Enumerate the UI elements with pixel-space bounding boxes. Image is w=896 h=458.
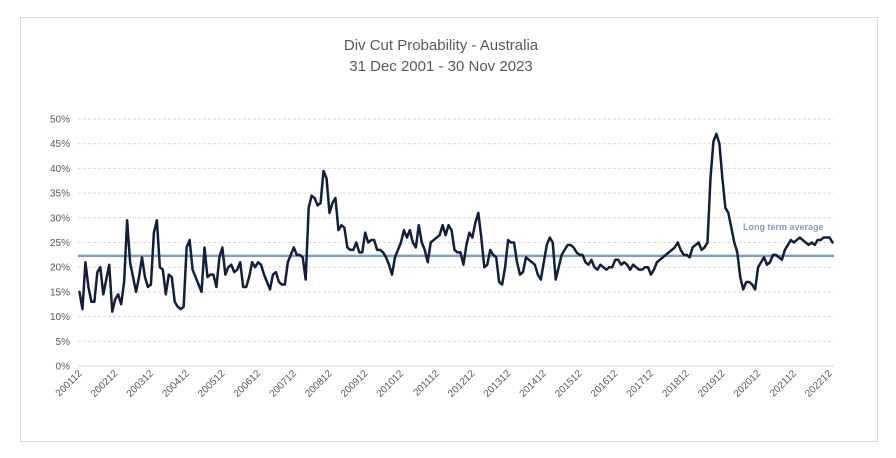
y-tick-label: 35% xyxy=(50,189,70,200)
chart-title: Div Cut Probability - Australia xyxy=(344,37,539,54)
x-tick-label: 201212 xyxy=(446,368,478,400)
x-axis-ticks: 200112 200212 200312 200412 200512 200612 2007… xyxy=(54,368,835,400)
y-tick-label: 30% xyxy=(50,213,70,224)
chart-frame: Div Cut Probability - Australia 31 Dec 2… xyxy=(20,17,878,442)
chart-subtitle: 31 Dec 2001 - 30 Nov 2023 xyxy=(349,58,532,75)
y-tick-label: 15% xyxy=(50,287,70,298)
line-chart: Div Cut Probability - Australia 31 Dec 2… xyxy=(50,37,835,400)
y-tick-label: 5% xyxy=(56,337,71,348)
x-tick-label: 200512 xyxy=(196,368,228,400)
x-tick-label: 200412 xyxy=(160,368,192,400)
x-tick-label: 202212 xyxy=(803,368,835,400)
y-tick-label: 10% xyxy=(50,312,70,323)
x-tick-label: 200212 xyxy=(89,368,121,400)
y-tick-label: 25% xyxy=(50,238,70,249)
y-tick-label: 45% xyxy=(50,139,70,150)
series-line-div-cut-probability xyxy=(78,132,834,313)
y-tick-label: 20% xyxy=(50,263,70,274)
y-tick-label: 40% xyxy=(50,164,70,175)
x-tick-label: 200612 xyxy=(232,368,264,400)
x-tick-label: 201312 xyxy=(482,368,514,400)
x-tick-label: 201612 xyxy=(589,368,621,400)
x-tick-label: 200312 xyxy=(125,368,157,400)
x-tick-label: 201012 xyxy=(375,368,407,400)
x-tick-label: 202112 xyxy=(768,368,799,399)
x-tick-label: 201512 xyxy=(553,368,585,400)
x-tick-label: 201812 xyxy=(660,368,692,400)
x-tick-label: 200812 xyxy=(303,368,335,400)
long-term-average-label: Long term average xyxy=(743,222,824,232)
x-tick-label: 200712 xyxy=(268,368,300,400)
x-tick-label: 200912 xyxy=(339,368,371,400)
x-tick-label: 201412 xyxy=(518,368,550,400)
y-tick-label: 0% xyxy=(56,362,71,373)
y-axis-ticks: 0% 5% 10% 15% 20% 25% 30% 35% 40% 45% 50% xyxy=(50,115,70,373)
x-tick-label: 202012 xyxy=(732,368,764,400)
x-tick-label: 201912 xyxy=(696,368,728,400)
x-tick-label: 201112 xyxy=(411,368,442,399)
x-tick-label: 200112 xyxy=(54,368,85,399)
y-tick-label: 50% xyxy=(50,115,70,126)
x-tick-label: 201712 xyxy=(625,368,657,400)
